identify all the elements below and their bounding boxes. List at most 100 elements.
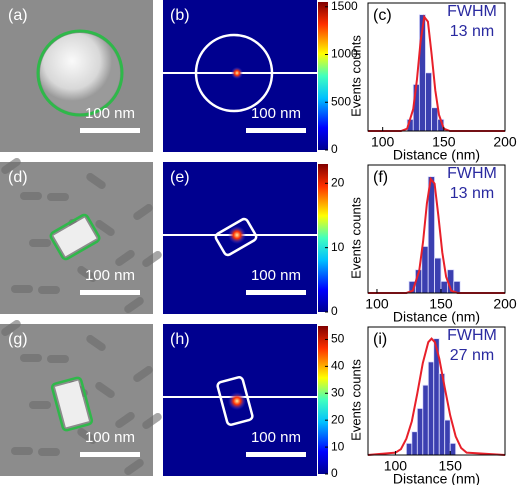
bar xyxy=(405,442,413,456)
annotation: FWHM xyxy=(447,3,497,20)
colorbar-tick-label: 40 xyxy=(331,359,345,373)
colorbar-tick-label: 1000 xyxy=(331,47,358,61)
texture xyxy=(1,157,21,175)
texture xyxy=(29,401,51,409)
bar xyxy=(444,419,451,456)
plot-frame xyxy=(367,164,506,294)
scale-bar-label: 100 nm xyxy=(85,429,135,446)
hotspot xyxy=(228,392,246,410)
outline xyxy=(50,376,94,432)
fit-curve xyxy=(368,14,505,132)
scale-bar-label: 100 nm xyxy=(251,105,301,122)
hotspot xyxy=(228,226,246,244)
colorbar-tick-label: 1500 xyxy=(331,0,358,13)
panel-label: (c) xyxy=(373,7,392,24)
colorbar-label: Events counts xyxy=(348,35,363,117)
texture xyxy=(124,458,144,476)
outline xyxy=(36,29,124,117)
texture xyxy=(1,319,21,337)
bar xyxy=(421,246,429,294)
fit-curve xyxy=(368,176,505,294)
texture xyxy=(38,286,60,294)
texture xyxy=(11,447,33,455)
annotation: FWHM xyxy=(447,165,497,182)
texture xyxy=(86,334,106,352)
colorbar-tick-label: 0 xyxy=(331,304,338,318)
texture xyxy=(142,412,162,430)
texture xyxy=(124,296,144,314)
texture xyxy=(47,355,69,363)
plot-frame xyxy=(367,326,506,456)
texture xyxy=(29,239,51,247)
scale-bar xyxy=(80,452,140,457)
outline xyxy=(216,376,254,426)
bar xyxy=(425,72,433,132)
panel-label: (e) xyxy=(170,169,190,186)
scale-bar xyxy=(80,128,140,133)
particle xyxy=(40,33,120,113)
texture xyxy=(95,219,115,237)
colorbar xyxy=(318,326,328,474)
scale-bar xyxy=(246,452,306,457)
texture xyxy=(20,192,42,200)
texture xyxy=(38,448,60,456)
colorbar-tick-label: 0 xyxy=(331,466,338,480)
colorbar-tick-label: 50 xyxy=(331,332,345,346)
x-axis-title: Distance (nm) xyxy=(393,309,480,325)
texture xyxy=(133,365,153,383)
particle xyxy=(53,217,97,257)
panel-label: (i) xyxy=(373,331,387,348)
x-tick-label: 150 xyxy=(439,458,463,474)
panel-row: (a) 100 nm (b) 100 nm 0 500 1000 1500 Events cou… xyxy=(0,0,517,163)
scale-bar xyxy=(246,128,306,133)
x-axis-title: Distance (nm) xyxy=(393,147,480,163)
colorbar xyxy=(318,164,328,312)
bar xyxy=(431,107,439,132)
bar xyxy=(416,408,424,456)
x-axis-title: Distance (nm) xyxy=(393,471,480,485)
plot-frame xyxy=(367,2,506,132)
outline xyxy=(49,213,101,261)
particle xyxy=(54,380,90,428)
x-tick-label: 100 xyxy=(371,134,395,150)
scale-bar xyxy=(246,290,306,295)
texture xyxy=(77,427,97,445)
texture xyxy=(142,250,162,268)
x-tick-label: 200 xyxy=(493,296,517,312)
annotation: 13 nm xyxy=(450,185,494,202)
panel-label: (b) xyxy=(170,7,190,24)
outline xyxy=(194,33,274,113)
bar xyxy=(411,431,418,456)
texture xyxy=(11,285,33,293)
texture xyxy=(20,354,42,362)
panel-label: (d) xyxy=(8,169,28,186)
annotation: 13 nm xyxy=(450,23,494,40)
texture xyxy=(133,203,153,221)
bar xyxy=(449,442,457,456)
annotation: 27 nm xyxy=(450,347,494,364)
panel-label: (h) xyxy=(170,331,190,348)
fit-curve xyxy=(367,337,506,456)
x-tick-label: 150 xyxy=(432,134,456,150)
x-tick-label: 100 xyxy=(384,458,408,474)
colorbar-tick-label: 500 xyxy=(331,94,351,108)
texture xyxy=(47,193,69,201)
scale-bar-label: 100 nm xyxy=(85,267,135,284)
annotation: FWHM xyxy=(447,327,497,344)
scale-bar-label: 100 nm xyxy=(251,429,301,446)
texture xyxy=(95,381,115,399)
colorbar-tick-label: 10 xyxy=(331,439,345,453)
colorbar-tick-label: 10 xyxy=(331,240,345,254)
texture xyxy=(86,172,106,190)
scale-bar xyxy=(80,290,140,295)
texture xyxy=(77,265,97,283)
x-tick-label: 150 xyxy=(429,296,453,312)
panel-label: (g) xyxy=(8,331,28,348)
texture xyxy=(115,249,135,267)
x-tick-label: 100 xyxy=(365,296,389,312)
colorbar xyxy=(318,2,328,150)
colorbar-label: Events counts xyxy=(348,197,363,279)
scale-bar-label: 100 nm xyxy=(251,267,301,284)
colorbar-tick-label: 0 xyxy=(331,142,338,156)
